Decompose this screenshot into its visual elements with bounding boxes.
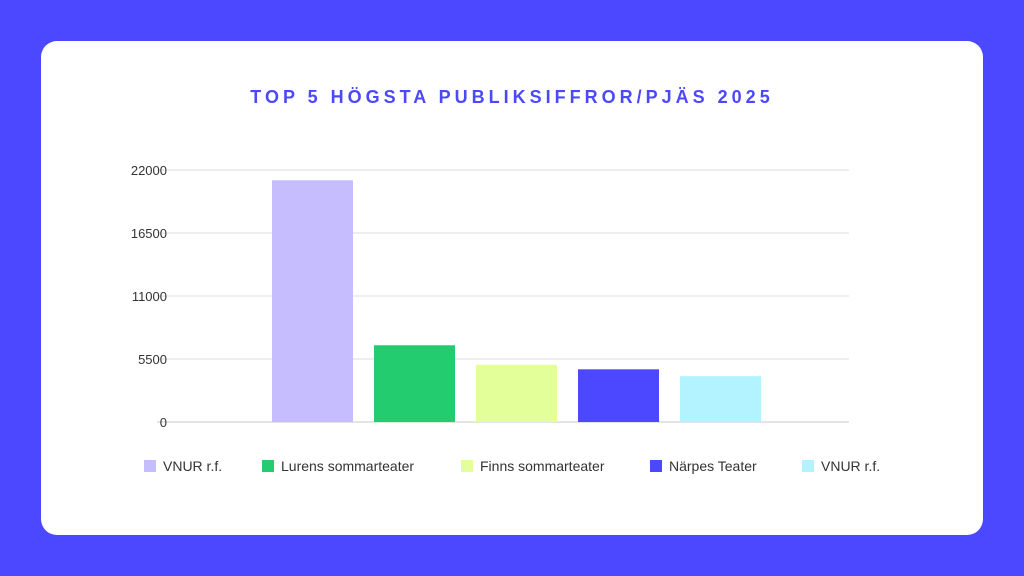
legend-swatch xyxy=(650,460,662,472)
bar xyxy=(680,376,761,422)
legend-swatch xyxy=(144,460,156,472)
y-tick-label: 0 xyxy=(160,415,167,430)
legend-label: Lurens sommarteater xyxy=(281,458,414,474)
legend-item: Lurens sommarteater xyxy=(262,458,414,474)
bar xyxy=(578,369,659,422)
bar xyxy=(374,345,455,422)
bar xyxy=(272,180,353,422)
legend-label: VNUR r.f. xyxy=(163,458,222,474)
legend-item: VNUR r.f. xyxy=(144,458,222,474)
bar xyxy=(476,364,557,422)
legend-label: Närpes Teater xyxy=(669,458,757,474)
legend-item: Finns sommarteater xyxy=(461,458,605,474)
chart-title: TOP 5 HÖGSTA PUBLIKSIFFROR/PJÄS 2025 xyxy=(250,87,774,107)
chart-card xyxy=(41,41,983,535)
y-tick-label: 16500 xyxy=(131,226,167,241)
legend-label: VNUR r.f. xyxy=(821,458,880,474)
legend-swatch xyxy=(461,460,473,472)
legend-label: Finns sommarteater xyxy=(480,458,605,474)
y-tick-label: 11000 xyxy=(132,289,167,304)
y-axis-ticks: 0 5500 11000 16500 22000 xyxy=(131,163,167,430)
y-tick-label: 5500 xyxy=(138,352,167,367)
legend-swatch xyxy=(262,460,274,472)
legend-item: VNUR r.f. xyxy=(802,458,880,474)
legend-item: Närpes Teater xyxy=(650,458,757,474)
y-tick-label: 22000 xyxy=(131,163,167,178)
legend: VNUR r.f. Lurens sommarteater Finns sommar… xyxy=(144,458,880,474)
bars xyxy=(272,180,761,422)
legend-swatch xyxy=(802,460,814,472)
